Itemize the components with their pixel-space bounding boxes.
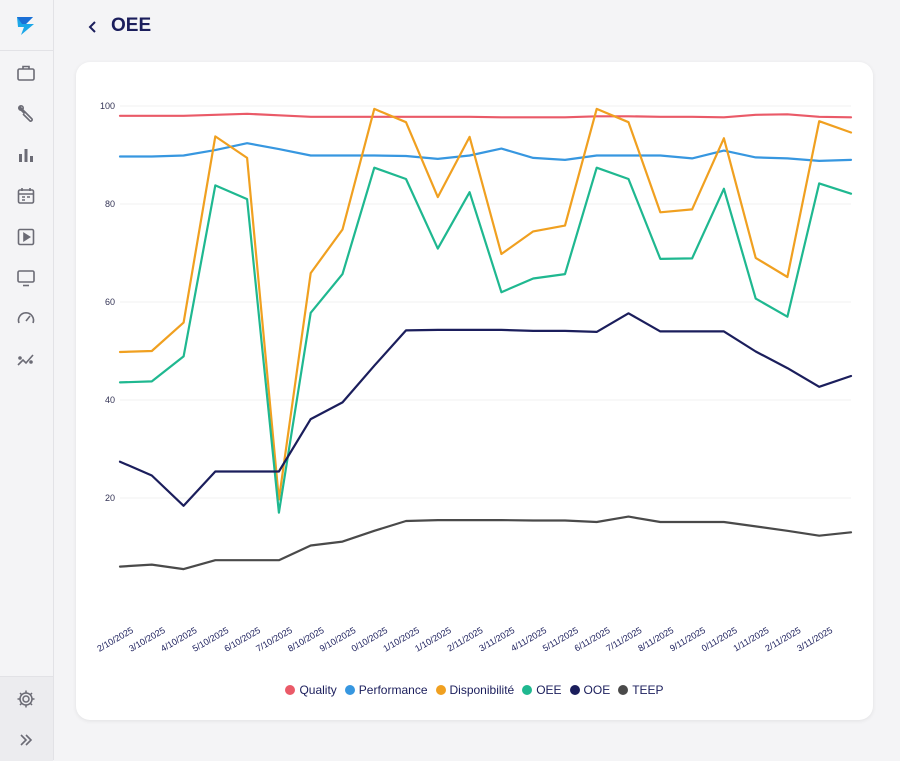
sidebar-item-maintenance[interactable] [15, 103, 37, 125]
legend-swatch [522, 685, 533, 695]
series-line [118, 166, 853, 514]
legend-item[interactable]: OEE [522, 683, 562, 697]
legend-label: Disponibilité [449, 683, 515, 697]
y-tick-label: 40 [105, 395, 115, 405]
y-tick-label: 60 [105, 297, 115, 307]
x-tick-label: 1/10/2025 [413, 625, 453, 654]
page-header: OEE [53, 0, 900, 54]
legend-label: TEEP [632, 683, 664, 697]
legend-item[interactable]: Quality [285, 683, 337, 697]
legend-label: OEE [536, 683, 562, 697]
series-line [118, 142, 853, 163]
legend-label: Quality [299, 683, 337, 697]
expand-sidebar-button[interactable] [15, 729, 37, 751]
chevron-left-icon [88, 21, 96, 33]
sidebar-item-playback[interactable] [15, 226, 37, 248]
sidebar-item-monitor[interactable] [15, 267, 37, 289]
series-line [118, 515, 853, 571]
trend-icon [17, 354, 34, 366]
legend-swatch [618, 685, 629, 695]
sidebar-item-calendar[interactable] [15, 185, 37, 207]
legend-swatch [569, 685, 580, 695]
logo-icon [17, 17, 34, 35]
briefcase-icon [17, 65, 35, 81]
calendar-icon [17, 188, 35, 204]
x-tick-label: 3/11/2025 [795, 625, 834, 653]
legend-swatch [344, 685, 355, 695]
legend-label: Performance [358, 683, 428, 697]
series-line [118, 312, 853, 507]
gauge-icon [17, 312, 35, 324]
page-title: OEE [111, 15, 152, 36]
sidebar-item-analytics[interactable] [15, 144, 37, 166]
gear-icon [17, 690, 35, 708]
sidebar-footer [0, 676, 53, 761]
series-line [118, 107, 853, 501]
sidebar [0, 0, 54, 761]
monitor-icon [17, 270, 35, 287]
back-button[interactable] [85, 17, 101, 37]
expand-icon [20, 734, 33, 746]
legend-swatch [435, 685, 446, 695]
legend-item[interactable]: OOE [569, 683, 611, 697]
sidebar-divider [0, 50, 53, 51]
settings-button[interactable] [15, 688, 37, 710]
series-line [118, 112, 853, 119]
sidebar-item-gauge[interactable] [15, 308, 37, 330]
play-icon [17, 228, 35, 246]
oee-line-chart: 204060801002/10/20253/10/20254/10/20255/… [95, 101, 853, 654]
legend-item[interactable]: Performance [344, 683, 428, 697]
sidebar-item-trends[interactable] [15, 349, 37, 371]
bar-chart-icon [19, 149, 33, 162]
wrench-icon [17, 104, 33, 122]
legend-label: OOE [583, 683, 611, 697]
sidebar-item-briefcase[interactable] [15, 62, 37, 84]
chart-legend: Quality Performance Disponibilité OEE OOE TEE… [76, 683, 873, 697]
y-tick-label: 100 [100, 101, 115, 111]
app-logo[interactable] [13, 14, 39, 38]
legend-swatch [285, 685, 296, 695]
y-tick-label: 20 [105, 493, 115, 503]
legend-item[interactable]: Disponibilité [435, 683, 515, 697]
chart-card: 20 40 60 80 100 2/10/2025 3/10/2025 4/10/2025 5/… [76, 62, 873, 720]
y-tick-label: 80 [105, 199, 115, 209]
legend-item[interactable]: TEEP [618, 683, 664, 697]
